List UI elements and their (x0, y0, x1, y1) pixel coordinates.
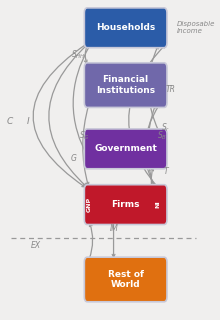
FancyBboxPatch shape (84, 185, 167, 225)
Text: Financial
Institutions: Financial Institutions (96, 76, 155, 95)
Text: Firms: Firms (111, 200, 140, 209)
Text: NI: NI (156, 201, 161, 209)
FancyBboxPatch shape (84, 63, 167, 108)
Text: $S_B$: $S_B$ (157, 130, 167, 142)
Text: C: C (7, 117, 13, 126)
Text: Rest of
World: Rest of World (108, 270, 144, 289)
Text: Government: Government (94, 144, 157, 153)
Text: I: I (27, 117, 29, 126)
Text: T: T (164, 167, 168, 176)
FancyBboxPatch shape (84, 129, 167, 169)
FancyBboxPatch shape (84, 257, 167, 302)
Text: $S_r$: $S_r$ (161, 122, 171, 134)
Text: $S_G$: $S_G$ (79, 130, 90, 142)
Text: Disposable
Income: Disposable Income (177, 21, 215, 34)
Text: TR: TR (166, 85, 176, 94)
Text: IM: IM (110, 224, 119, 233)
Text: $S_{HH}$: $S_{HH}$ (71, 49, 86, 61)
Text: GNP: GNP (86, 197, 92, 212)
Text: EX: EX (31, 241, 41, 250)
FancyBboxPatch shape (84, 8, 167, 48)
Text: Households: Households (96, 23, 155, 32)
Text: G: G (70, 154, 76, 163)
